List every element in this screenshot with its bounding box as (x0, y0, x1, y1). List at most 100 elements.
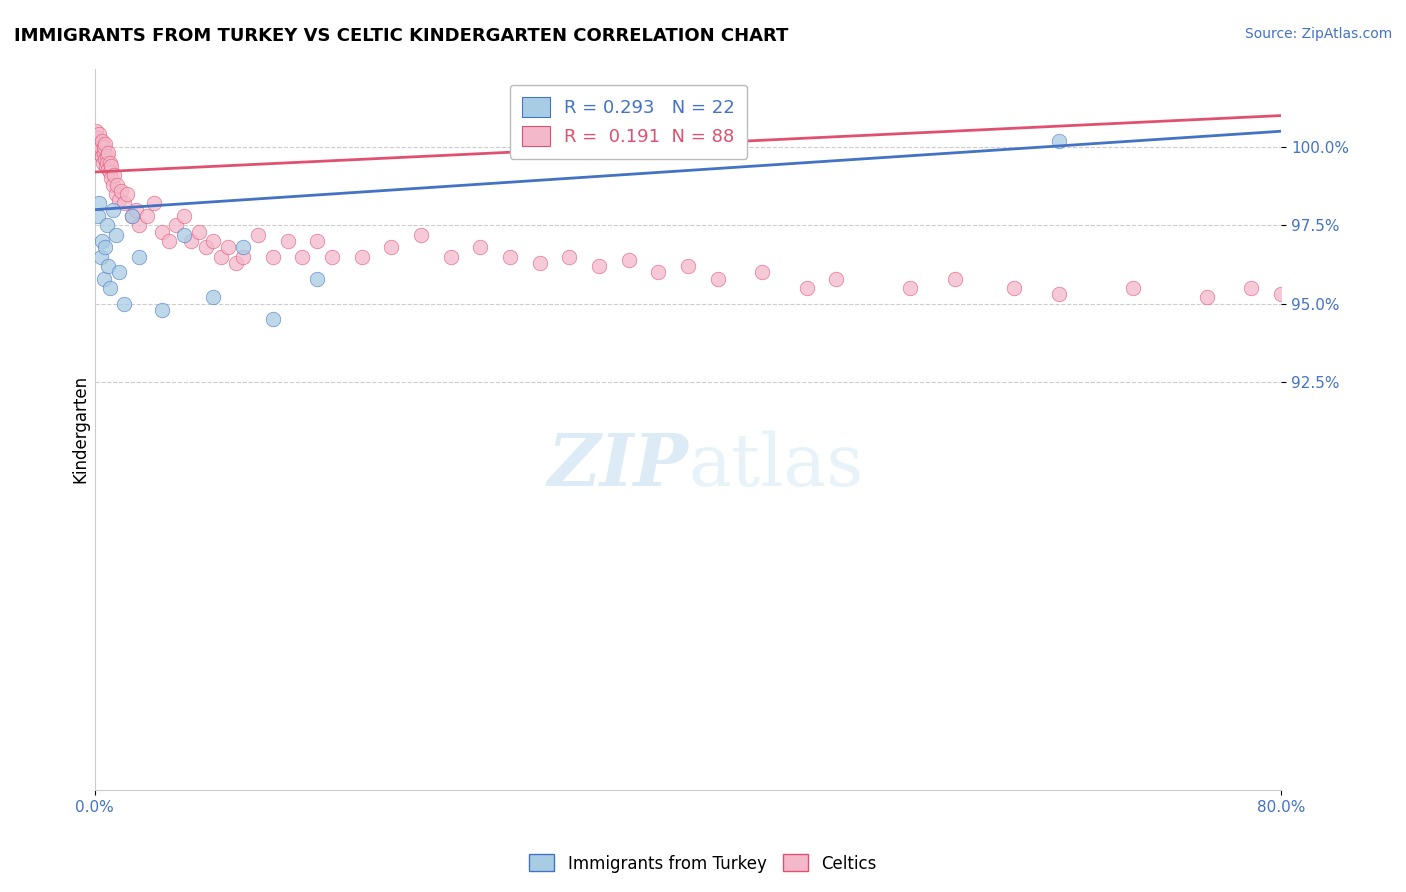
Point (1358, 290, 1381, 304)
Point (128, 250, 150, 264)
Point (796, 281, 818, 295)
Point (87, 140, 110, 154)
Point (1270, 287, 1292, 301)
Point (262, 312, 284, 326)
Point (90, 143, 112, 157)
Text: ZIP: ZIP (547, 430, 688, 500)
Point (225, 256, 247, 270)
Point (93, 146, 115, 161)
Point (121, 209, 143, 223)
Point (90, 140, 112, 154)
Point (1329, 303, 1351, 318)
Point (105, 178, 128, 192)
Point (87, 130, 110, 145)
Point (1047, 287, 1070, 301)
Point (135, 209, 157, 223)
Point (706, 271, 728, 285)
Point (97, 146, 120, 161)
Point (98, 165, 121, 179)
Point (89, 128, 111, 142)
Point (1389, 312, 1406, 326)
Point (1047, 134, 1070, 148)
Point (101, 202, 124, 217)
Point (1299, 297, 1322, 311)
Point (180, 234, 202, 248)
Point (90, 250, 112, 264)
Point (84, 124, 107, 138)
Point (94, 159, 117, 173)
Point (94, 240, 117, 254)
Point (97, 161, 120, 176)
Point (173, 227, 195, 242)
Point (150, 225, 173, 239)
Point (98, 281, 121, 295)
Point (350, 250, 373, 264)
Point (1002, 281, 1025, 295)
Point (87, 209, 110, 223)
Point (291, 250, 314, 264)
Point (100, 171, 122, 186)
Point (103, 168, 125, 182)
Point (89, 136, 111, 151)
Point (96, 155, 118, 169)
Point (647, 265, 669, 279)
Point (232, 240, 254, 254)
Point (94, 136, 117, 151)
Point (209, 250, 232, 264)
Point (121, 209, 143, 223)
Point (321, 250, 343, 264)
Point (898, 281, 921, 295)
Point (307, 271, 329, 285)
Point (307, 234, 329, 248)
Point (246, 227, 269, 242)
Y-axis label: Kindergarten: Kindergarten (72, 376, 89, 483)
Point (558, 250, 581, 264)
Point (195, 240, 218, 254)
Point (91, 149, 114, 163)
Point (101, 178, 124, 192)
Legend: R = 0.293   N = 22, R =  0.191  N = 88: R = 0.293 N = 22, R = 0.191 N = 88 (510, 85, 748, 159)
Point (86, 134, 108, 148)
Point (89, 146, 111, 161)
Point (117, 186, 139, 201)
Point (94, 153, 117, 167)
Point (100, 159, 122, 173)
Point (277, 234, 299, 248)
Point (499, 250, 522, 264)
Point (104, 227, 127, 242)
Point (470, 240, 492, 254)
Point (91, 234, 114, 248)
Point (676, 259, 699, 273)
Legend: Immigrants from Turkey, Celtics: Immigrants from Turkey, Celtics (523, 847, 883, 880)
Point (825, 271, 848, 285)
Point (440, 250, 463, 264)
Point (157, 234, 180, 248)
Point (202, 290, 225, 304)
Point (202, 234, 225, 248)
Point (97, 259, 120, 273)
Point (98, 155, 121, 169)
Point (91, 155, 114, 169)
Point (96, 149, 118, 163)
Point (114, 297, 136, 311)
Point (89, 196, 111, 211)
Point (143, 196, 166, 211)
Point (173, 209, 195, 223)
Point (409, 227, 432, 242)
Point (217, 240, 239, 254)
Point (751, 265, 773, 279)
Text: IMMIGRANTS FROM TURKEY VS CELTIC KINDERGARTEN CORRELATION CHART: IMMIGRANTS FROM TURKEY VS CELTIC KINDERG… (14, 27, 789, 45)
Point (110, 184, 132, 198)
Point (104, 186, 127, 201)
Point (529, 256, 551, 270)
Point (1240, 281, 1263, 295)
Point (943, 271, 966, 285)
Text: Source: ZipAtlas.com: Source: ZipAtlas.com (1244, 27, 1392, 41)
Point (150, 303, 173, 318)
Point (588, 259, 610, 273)
Point (114, 196, 136, 211)
Point (93, 140, 115, 154)
Point (128, 219, 150, 233)
Point (107, 265, 129, 279)
Point (96, 219, 118, 233)
